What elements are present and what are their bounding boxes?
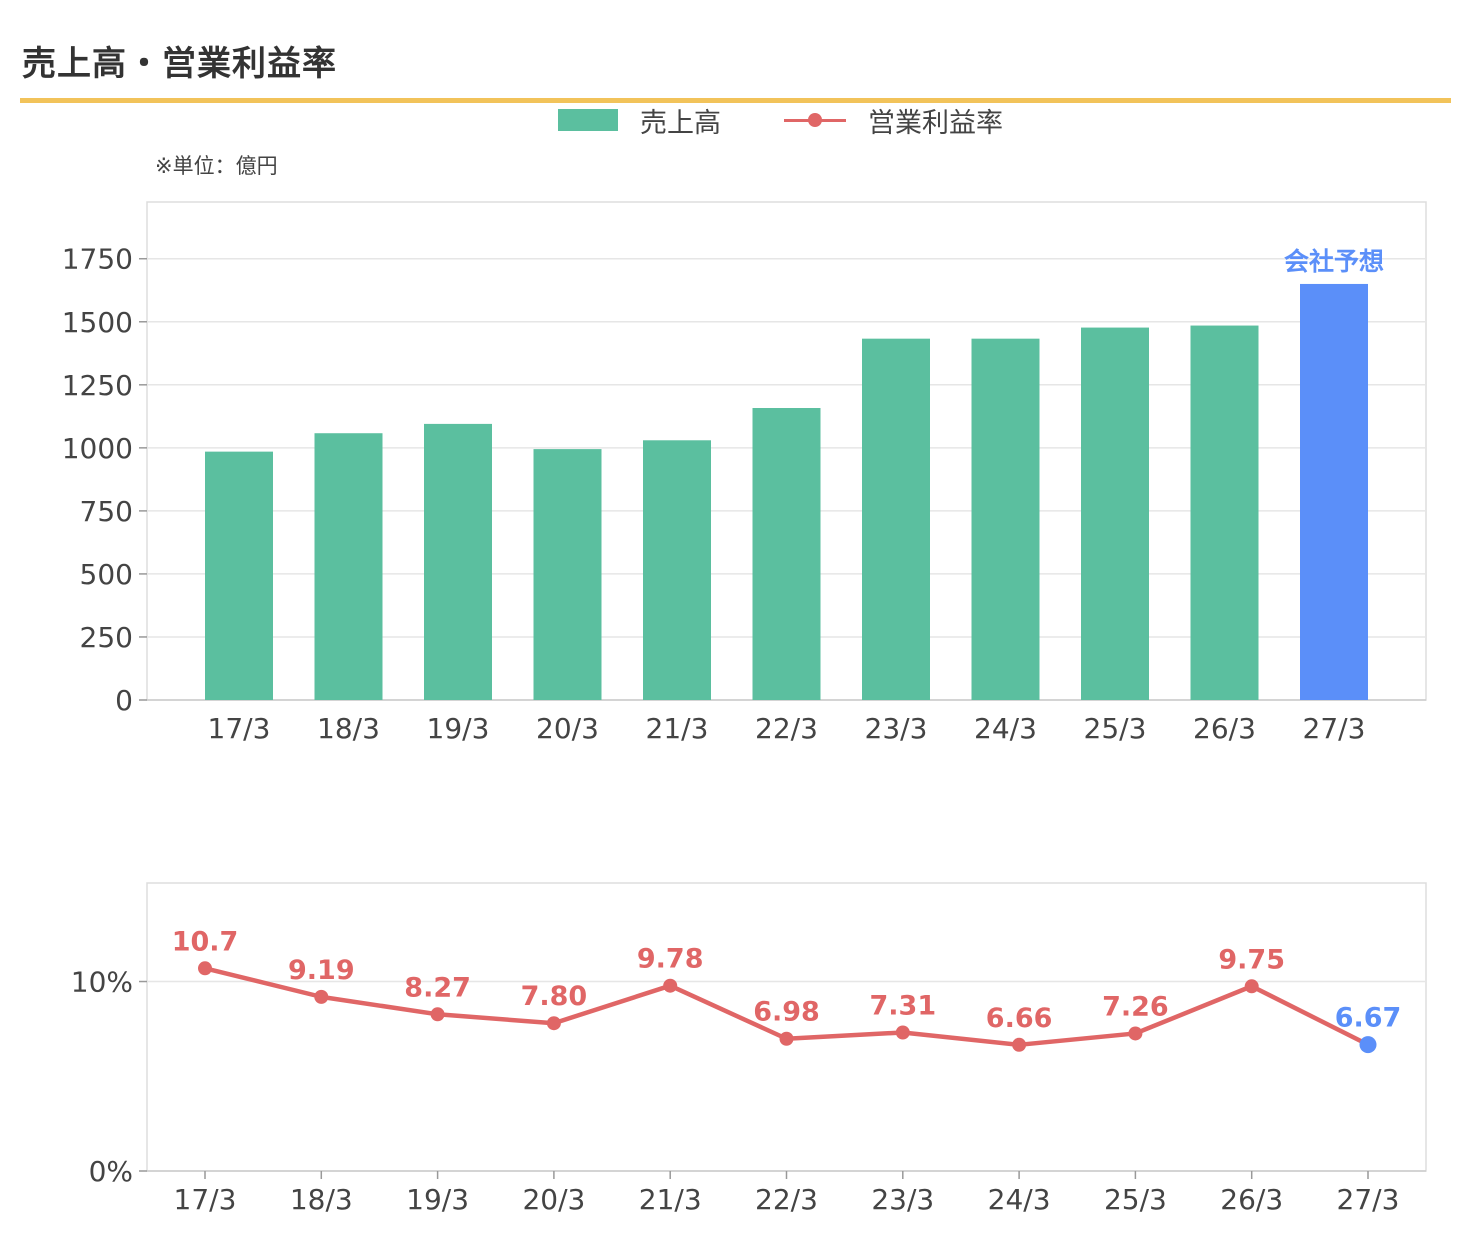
sales-bar-chart: 0 250 500 750 1000 1250 1500 1750 17/3 18/3 19/3 20…: [62, 201, 1427, 745]
margin-data-label: 7.31: [869, 990, 936, 1021]
legend-item-margin[interactable]: 営業利益率: [784, 102, 1003, 139]
legend-line-swatch: [784, 109, 846, 131]
margin-x-tick-label: 24/3: [988, 1183, 1051, 1216]
margin-x-tick-label: 19/3: [406, 1183, 469, 1216]
margin-y-tick-label: 0%: [89, 1155, 133, 1188]
margin-data-label: 9.19: [288, 955, 355, 986]
sales-y-tick-label: 1250: [62, 369, 133, 402]
margin-x-tick-label: 23/3: [871, 1183, 934, 1216]
sales-x-tick-label: 18/3: [317, 712, 380, 745]
sales-y-tick-label: 250: [80, 621, 133, 654]
legend-label-margin: 営業利益率: [868, 107, 1003, 139]
margin-point: [779, 1031, 794, 1046]
margin-point: [198, 961, 212, 976]
sales-bar: [971, 338, 1040, 700]
margin-point: [1012, 1037, 1027, 1052]
forecast-label: 会社予想: [1284, 247, 1384, 276]
sales-x-tick-label: 17/3: [208, 712, 271, 745]
margin-point: [430, 1007, 445, 1022]
margin-point: [1244, 979, 1259, 994]
page-title: 売上高・営業利益率: [22, 44, 337, 84]
margin-x-tick-label: 17/3: [174, 1183, 237, 1216]
margin-data-label: 6.67: [1335, 1003, 1402, 1034]
sales-y-tick-label: 500: [80, 558, 133, 591]
margin-point: [546, 1016, 561, 1031]
sales-bar: [533, 449, 602, 700]
margin-line-chart: 0% 10% 10.7 17/3 9.19 18/3 8.27 19/3 7.80 20/3 9.7…: [71, 882, 1427, 1216]
sales-bar: [424, 423, 492, 700]
margin-point: [314, 989, 329, 1004]
margin-point: [1128, 1026, 1143, 1041]
legend: 売上高 営業利益率: [0, 102, 1470, 139]
sales-y-tick-label: 1000: [62, 432, 133, 465]
title-underline: [20, 98, 1451, 103]
margin-x-tick-label: 20/3: [522, 1183, 585, 1216]
sales-bar: [205, 451, 273, 700]
margin-x-tick-label: 26/3: [1220, 1183, 1283, 1216]
sales-x-tick-label: 26/3: [1193, 712, 1256, 745]
sales-x-tick-label: 19/3: [427, 712, 490, 745]
sales-x-tick-label: 22/3: [755, 712, 818, 745]
margin-point: [895, 1025, 910, 1040]
sales-bar: [1190, 325, 1259, 700]
sales-y-tick-label: 750: [80, 495, 133, 528]
margin-point: [663, 978, 678, 993]
sales-bar: [752, 408, 821, 700]
legend-bar-swatch: [558, 109, 618, 131]
sales-x-tick-label: 24/3: [974, 712, 1037, 745]
sales-bar: [643, 440, 711, 700]
sales-x-tick-label: 21/3: [646, 712, 709, 745]
margin-data-label: 7.26: [1102, 991, 1169, 1022]
margin-data-label: 7.80: [521, 981, 588, 1012]
margin-x-tick-label: 18/3: [290, 1183, 353, 1216]
margin-data-label: 9.75: [1218, 944, 1285, 975]
margin-data-label: 9.78: [637, 944, 704, 975]
unit-note: ※単位：億円: [155, 154, 278, 178]
sales-y-tick-label: 1750: [62, 243, 133, 276]
margin-data-label: 8.27: [404, 972, 471, 1003]
sales-y-tick-label: 0: [115, 684, 133, 717]
sales-x-tick-label: 20/3: [536, 712, 599, 745]
margin-y-tick-label: 10%: [71, 966, 133, 999]
margin-x-tick-label: 22/3: [755, 1183, 818, 1216]
margin-x-tick-label: 21/3: [639, 1183, 702, 1216]
sales-x-tick-label: 25/3: [1084, 712, 1147, 745]
sales-y-tick-label: 1500: [62, 306, 133, 339]
margin-point: [1359, 1036, 1377, 1054]
margin-data-label: 6.66: [986, 1003, 1053, 1034]
margin-data-label: 10.7: [172, 926, 239, 957]
sales-bar: [314, 433, 383, 700]
legend-label-sales: 売上高: [640, 107, 721, 139]
margin-x-tick-label: 27/3: [1337, 1183, 1400, 1216]
margin-data-label: 6.98: [753, 997, 820, 1028]
sales-bar: [862, 338, 930, 700]
sales-bar: [1081, 327, 1149, 700]
sales-bar: [1300, 283, 1368, 700]
margin-x-tick-label: 25/3: [1104, 1183, 1167, 1216]
sales-x-tick-label: 23/3: [865, 712, 928, 745]
sales-x-tick-label: 27/3: [1303, 712, 1366, 745]
legend-item-sales[interactable]: 売上高: [558, 102, 721, 139]
